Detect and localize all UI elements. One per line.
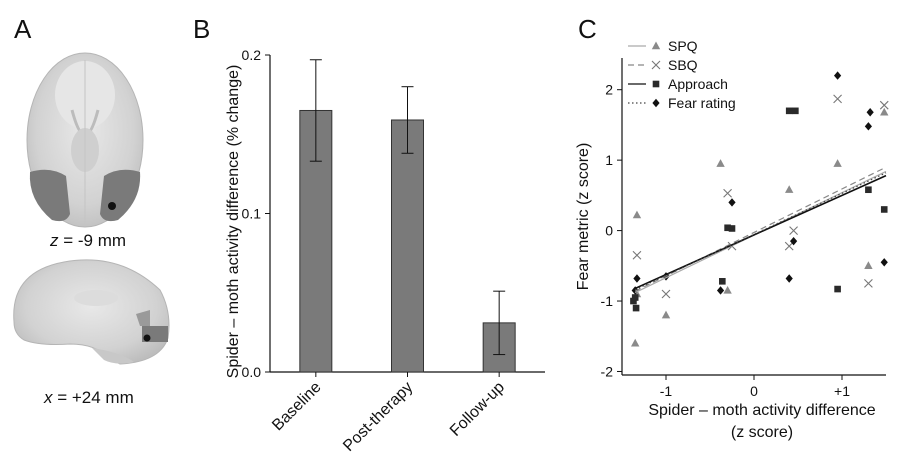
approach-point: [792, 107, 799, 115]
sagittal-caption: x = +24 mm: [43, 388, 134, 407]
legend-label-approach: Approach: [668, 76, 728, 92]
fear-rating-point: [834, 71, 842, 80]
y-tick-label: 0.1: [242, 206, 262, 222]
spq-point: [661, 310, 671, 319]
approach-point: [719, 278, 726, 285]
spq-point: [631, 338, 640, 347]
approach-fit-line: [634, 174, 887, 290]
approach-point: [880, 206, 888, 213]
legend-label-sbq: SBQ: [668, 57, 698, 73]
x-tick-label: -1: [660, 383, 673, 399]
fear-rating-point: [716, 286, 725, 295]
sbq-point: [833, 94, 842, 104]
peak-marker-axial: [108, 202, 116, 210]
roi-left-occipital: [29, 169, 70, 222]
fear-rating-point: [790, 236, 798, 246]
bar-baseline: [299, 109, 333, 373]
x-tick-label: +1: [834, 383, 850, 399]
spq-point: [833, 159, 842, 167]
spq-point: [785, 185, 794, 193]
legend-label-spq: SPQ: [668, 38, 698, 54]
approach-point: [632, 304, 640, 312]
y-tick-label: 1: [605, 152, 613, 168]
fear-rating-point: [728, 198, 736, 207]
brain-sagittal-slice: [13, 259, 170, 365]
legend-label-fear-rating: Fear rating: [668, 95, 736, 111]
panel-a-letter: A: [14, 14, 32, 44]
y-tick-label: 2: [605, 82, 613, 98]
spq-point: [632, 210, 642, 219]
y-tick-label: -2: [601, 363, 614, 379]
sbq-point: [864, 279, 873, 288]
fear-rating-point: [866, 108, 874, 117]
fear-rating-point: [633, 274, 641, 283]
fear-rating-point: [785, 274, 793, 283]
approach-point: [728, 225, 736, 232]
approach-point: [724, 224, 731, 232]
sbq-fit-line: [634, 166, 887, 292]
x-tick-label: 0: [750, 383, 758, 399]
fear-rating-point: [880, 258, 888, 267]
y-tick-label: 0: [605, 223, 613, 239]
approach-point: [865, 186, 872, 194]
y-tick-label: 0.0: [242, 364, 262, 380]
x-axis-label: Spider – moth activity difference: [648, 402, 875, 419]
approach-point: [630, 297, 637, 305]
sbq-point: [723, 188, 732, 198]
x-category-label: Follow-up: [447, 379, 508, 440]
x-category-label: Baseline: [269, 379, 324, 434]
y-tick-label: 0.2: [242, 47, 262, 63]
panel-c-letter: C: [578, 14, 597, 44]
x-category-label: Post-therapy: [340, 379, 416, 455]
peak-marker-sagittal: [143, 334, 151, 342]
approach-point: [631, 294, 639, 301]
fear-rating-point: [864, 122, 872, 131]
y-tick-label: -1: [601, 293, 614, 309]
sbq-point: [661, 289, 671, 299]
approach-point: [785, 107, 793, 115]
bar-post-therapy: [391, 119, 424, 373]
roi-right-occipital: [100, 169, 141, 222]
sbq-point: [784, 241, 794, 251]
sbq-point: [632, 250, 642, 260]
y-axis-label: Spider – moth activity difference (% cha…: [225, 65, 242, 379]
spq-point: [880, 107, 889, 116]
scatter-chart: -2 -1 0 1 2 -1 0 +1 SPQ SBQ Approach Fear rating Spi…: [575, 38, 889, 441]
brain-axial-slice: [26, 52, 144, 228]
approach-point: [834, 285, 841, 293]
sbq-point: [789, 226, 798, 235]
spq-point: [716, 159, 725, 167]
y-axis-label: Fear metric (z score): [575, 143, 592, 291]
bar-chart: 0.0 0.1 0.2 Baseline Post-therapy Follow-up Sp…: [225, 47, 545, 455]
x-axis-label-units: (z score): [731, 424, 793, 441]
spq-point: [723, 285, 732, 294]
legend-marker-spq: [651, 41, 661, 50]
sbq-point: [879, 100, 889, 110]
legend-marker-sbq: [651, 60, 661, 70]
legend-marker-approach: [652, 80, 660, 88]
panel-b-letter: B: [193, 14, 210, 44]
legend-marker-fear-rating: [652, 98, 660, 108]
spq-point: [864, 261, 873, 270]
axial-caption: z = -9 mm: [49, 231, 126, 250]
